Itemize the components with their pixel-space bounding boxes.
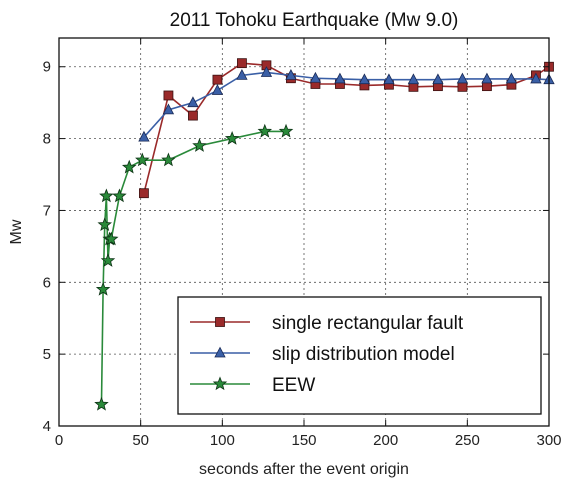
x-tick-label: 50 xyxy=(132,432,149,449)
data-point xyxy=(237,58,247,69)
data-point xyxy=(530,72,542,84)
data-point xyxy=(383,73,395,85)
data-point xyxy=(188,110,198,121)
data-point xyxy=(407,73,420,85)
data-point xyxy=(212,74,223,85)
y-tick-label: 4 xyxy=(43,418,51,435)
data-point xyxy=(95,281,111,296)
x-tick-label: 250 xyxy=(455,432,480,449)
data-point xyxy=(278,123,294,138)
data-point xyxy=(309,71,322,83)
data-point xyxy=(163,90,174,101)
x-tick-label: 150 xyxy=(291,432,316,449)
data-point xyxy=(162,103,175,115)
chart-title: 2011 Tohoku Earthquake (Mw 9.0) xyxy=(170,10,459,31)
data-point xyxy=(260,66,273,77)
legend-label: single rectangular fault xyxy=(272,313,464,334)
data-point xyxy=(257,123,273,138)
data-point xyxy=(456,72,469,84)
data-point xyxy=(139,188,149,199)
data-point xyxy=(432,73,444,85)
data-point xyxy=(138,130,150,142)
legend-marker xyxy=(214,346,226,358)
data-point xyxy=(135,152,150,167)
data-point xyxy=(224,130,240,145)
data-point xyxy=(97,217,112,231)
y-tick-label: 8 xyxy=(43,131,51,148)
legend-marker xyxy=(215,317,225,327)
data-point xyxy=(161,152,176,167)
data-point xyxy=(211,84,224,95)
legend-box xyxy=(177,296,542,415)
data-point xyxy=(121,159,137,174)
series-2 xyxy=(94,123,294,411)
data-point xyxy=(285,69,297,80)
y-tick-label: 5 xyxy=(43,346,51,363)
y-tick-label: 7 xyxy=(43,202,51,219)
y-tick-label: 6 xyxy=(43,274,51,291)
data-point xyxy=(94,396,109,411)
data-point xyxy=(358,73,371,85)
data-point xyxy=(112,188,127,203)
x-tick-label: 200 xyxy=(373,432,398,449)
x-tick-label: 0 xyxy=(55,432,63,449)
data-point xyxy=(187,96,199,108)
ticks: 0 50 100 150 200 250 300 4 5 6 7 8 9 xyxy=(43,38,562,449)
x-tick-label: 100 xyxy=(210,432,235,449)
data-point xyxy=(457,81,468,92)
data-point xyxy=(481,72,493,84)
data-point xyxy=(100,253,116,267)
legend-label: EEW xyxy=(272,375,315,396)
x-axis-title: seconds after the event origin xyxy=(199,461,409,478)
legend-item: single rectangular fault xyxy=(190,313,464,334)
series-1 xyxy=(138,66,555,142)
data-point xyxy=(505,72,518,84)
legend-label: slip distribution model xyxy=(272,344,455,365)
data-point xyxy=(104,231,119,246)
data-point xyxy=(99,188,114,203)
data-point xyxy=(334,72,346,84)
x-tick-label: 300 xyxy=(536,432,561,449)
series-layer xyxy=(94,58,555,411)
y-axis-title: Mw xyxy=(8,219,25,244)
legend-item: slip distribution model xyxy=(190,344,455,365)
legend: single rectangular fault slip distributio… xyxy=(177,296,542,415)
data-point xyxy=(236,69,248,80)
data-point xyxy=(192,138,207,152)
legend-marker xyxy=(212,376,228,391)
legend-item: EEW xyxy=(190,375,315,396)
y-tick-label: 9 xyxy=(43,59,51,76)
